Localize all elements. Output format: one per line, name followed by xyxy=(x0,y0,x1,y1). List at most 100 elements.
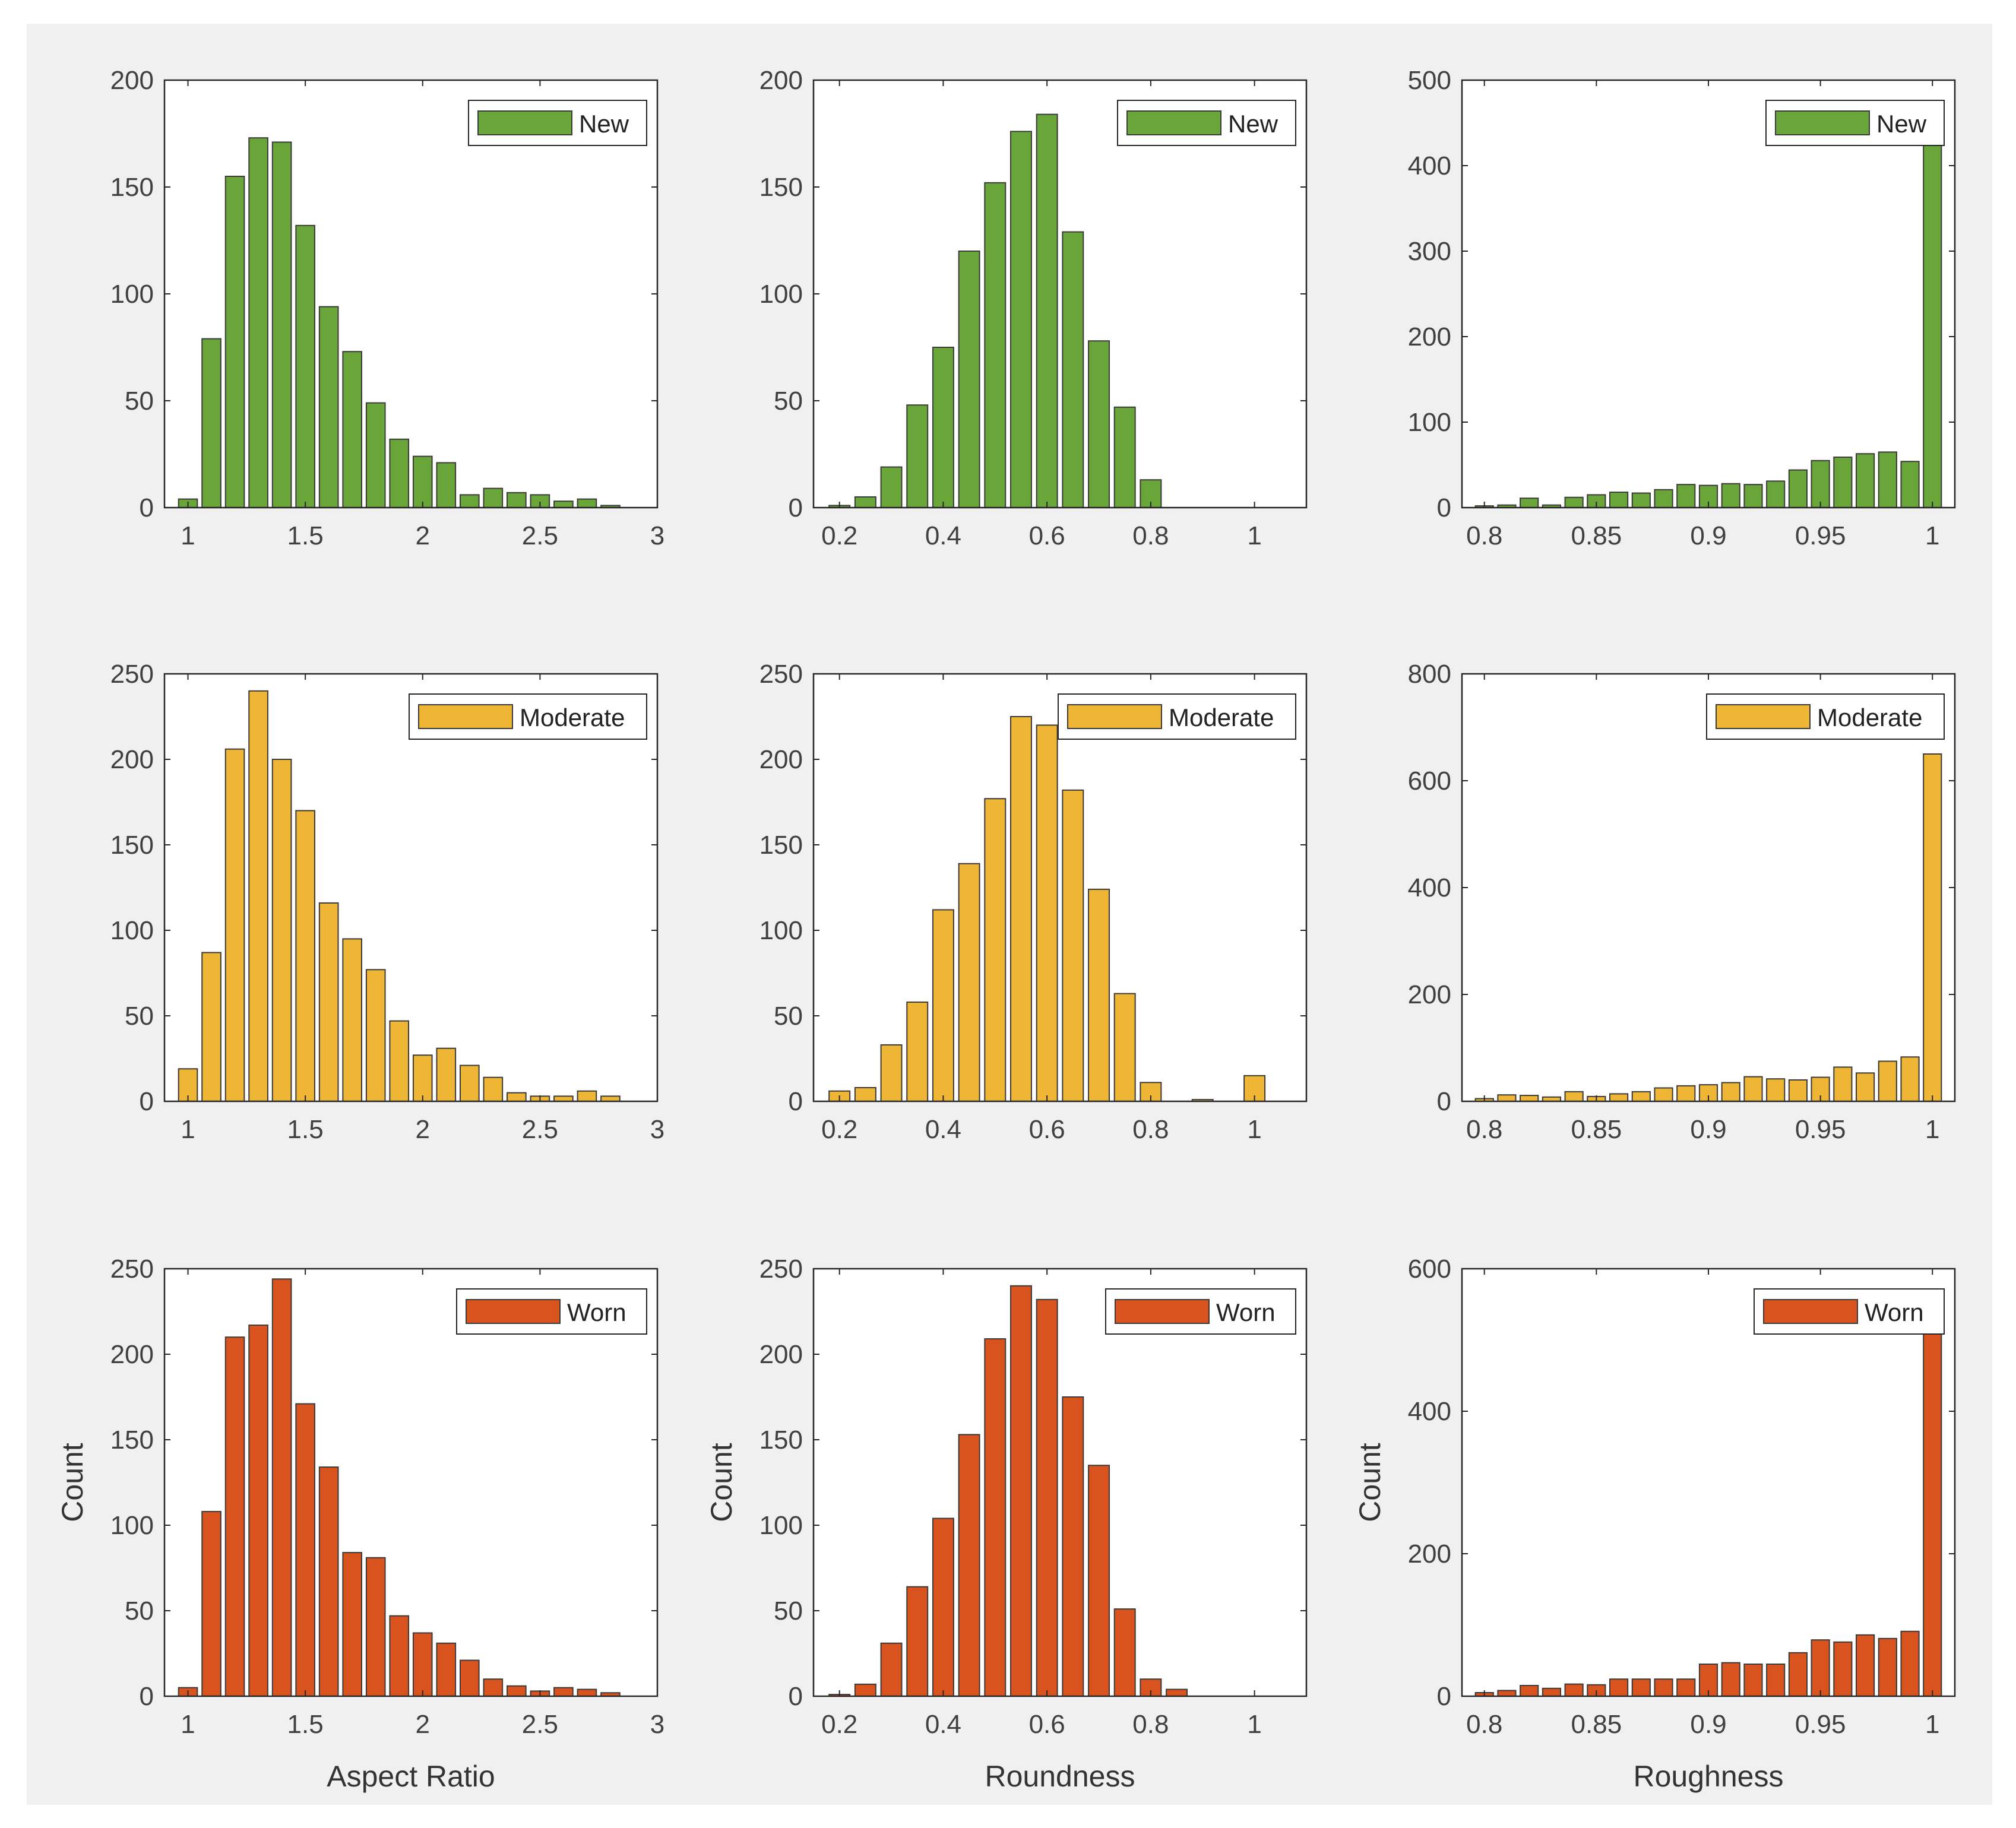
plot-area xyxy=(1462,1269,1955,1696)
histogram-bar xyxy=(1878,451,1897,509)
histogram-bar xyxy=(1900,461,1920,508)
y-tick-label: 0 xyxy=(140,493,154,522)
y-tick-label: 200 xyxy=(1408,980,1451,1009)
x-tick-label: 1 xyxy=(1925,1115,1939,1144)
histogram-bar xyxy=(460,1659,480,1697)
y-tick-label: 0 xyxy=(1437,1682,1451,1711)
legend-swatch xyxy=(1115,1299,1210,1324)
x-tick-label: 0.8 xyxy=(1132,1710,1169,1739)
histogram-bar xyxy=(412,1054,433,1102)
histogram-bar xyxy=(295,224,315,508)
histogram-bar xyxy=(224,748,245,1102)
x-tick-label: 1.5 xyxy=(287,1710,324,1739)
y-tick-label: 800 xyxy=(1408,660,1451,689)
y-axis-label: Count xyxy=(1353,1443,1387,1522)
x-tick-label: 0.8 xyxy=(1466,521,1502,550)
histogram-bar xyxy=(389,1020,410,1102)
histogram-bar xyxy=(1811,1639,1830,1697)
x-tick-label: 0.9 xyxy=(1690,521,1726,550)
x-tick-label: 0.85 xyxy=(1571,521,1622,550)
histogram-bar xyxy=(906,404,929,509)
histogram-bar xyxy=(1676,1678,1696,1697)
y-tick-label: 100 xyxy=(759,280,803,309)
histogram-bar xyxy=(412,455,433,508)
histogram-bar xyxy=(553,1687,574,1697)
histogram-bar xyxy=(507,1092,527,1102)
y-tick-label: 100 xyxy=(759,916,803,945)
legend-label: New xyxy=(579,110,629,138)
histogram-bar xyxy=(271,759,292,1102)
y-tick-label: 200 xyxy=(110,66,154,95)
histogram-bar xyxy=(1088,340,1110,508)
y-tick-label: 150 xyxy=(110,831,154,860)
histogram-bar xyxy=(318,306,339,508)
legend-label: Worn xyxy=(1865,1298,1924,1326)
x-tick-label: 0.95 xyxy=(1795,521,1846,550)
y-tick-label: 150 xyxy=(759,173,803,202)
histogram-bar xyxy=(1497,1094,1517,1102)
histogram-bar xyxy=(1833,1641,1853,1697)
y-axis-label: Count xyxy=(705,1443,738,1522)
histogram-bar xyxy=(248,1325,268,1697)
y-tick-label: 250 xyxy=(110,1254,154,1284)
x-tick-label: 0.8 xyxy=(1466,1115,1502,1144)
histogram-bar xyxy=(271,141,292,508)
axes-box xyxy=(812,673,1308,1102)
y-tick-label: 250 xyxy=(759,1254,803,1284)
legend-label: Moderate xyxy=(1169,704,1274,731)
x-tick-label: 2 xyxy=(416,1710,430,1739)
x-axis-label: Aspect Ratio xyxy=(327,1760,495,1793)
histogram-bar xyxy=(483,1678,504,1697)
histogram-bar xyxy=(984,1338,1007,1697)
histogram-bar xyxy=(342,351,363,508)
histogram-bar xyxy=(224,176,245,508)
x-tick-label: 3 xyxy=(650,1710,664,1739)
y-tick-label: 0 xyxy=(1437,1087,1451,1116)
y-tick-label: 50 xyxy=(774,386,803,416)
legend-swatch xyxy=(1763,1299,1858,1324)
histogram-bar xyxy=(958,1434,980,1697)
histogram-bar xyxy=(1062,1396,1084,1697)
histogram-bar xyxy=(436,462,457,509)
histogram-bar xyxy=(1721,1662,1740,1697)
subplot-ar-new: 1 1.5 2 2.5 3 0 50 100 150 200 New xyxy=(110,66,665,550)
legend-box xyxy=(1058,693,1296,740)
x-tick-label: 2.5 xyxy=(522,1115,558,1144)
subplot-rd-new: 0.2 0.4 0.6 0.8 1 0 50 100 150 200 New xyxy=(759,66,1308,550)
histogram-bar xyxy=(958,251,980,508)
histogram-bar xyxy=(1010,131,1032,508)
histogram-bar xyxy=(1520,1095,1539,1102)
histogram-bar xyxy=(1766,1664,1786,1697)
histogram-bar xyxy=(365,402,386,508)
histogram-bar xyxy=(1878,1637,1897,1697)
y-tick-label: 400 xyxy=(1408,151,1451,180)
y-tick-label: 400 xyxy=(1408,1397,1451,1426)
x-tick-label: 0.85 xyxy=(1571,1115,1622,1144)
histogram-bar xyxy=(436,1047,457,1102)
x-tick-label: 1 xyxy=(181,521,195,550)
x-tick-label: 0.2 xyxy=(821,1115,857,1144)
plot-area xyxy=(814,1269,1306,1696)
plot-area xyxy=(814,674,1306,1101)
histogram-bar xyxy=(932,1517,954,1697)
histogram-bar xyxy=(984,182,1007,508)
histogram-bar xyxy=(1856,1072,1875,1102)
histogram-bar xyxy=(1113,1608,1136,1697)
histogram-bar xyxy=(201,952,221,1102)
histogram-bar xyxy=(1609,492,1629,509)
histogram-bar xyxy=(1698,1084,1718,1102)
histogram-bar xyxy=(1609,1093,1629,1102)
histogram-bar xyxy=(318,1466,339,1697)
axes-box xyxy=(163,673,659,1102)
y-tick-label: 150 xyxy=(110,1425,154,1455)
histogram-bar xyxy=(932,909,954,1102)
histogram-bar xyxy=(1856,453,1875,509)
y-tick-label: 250 xyxy=(759,660,803,689)
y-tick-label: 50 xyxy=(125,1596,154,1626)
y-tick-label: 600 xyxy=(1408,1254,1451,1284)
subplot-rd-mod: 0.2 0.4 0.6 0.8 1 0 50 100 150 200 250 Moderate xyxy=(759,660,1308,1144)
y-tick-label: 50 xyxy=(125,1002,154,1031)
histogram-bar xyxy=(1856,1634,1875,1697)
x-tick-label: 0.4 xyxy=(925,1710,961,1739)
